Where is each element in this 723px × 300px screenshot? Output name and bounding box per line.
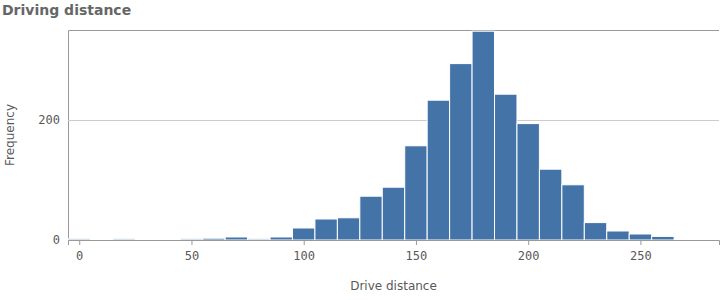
bar <box>113 239 135 240</box>
x-tick: 150 <box>406 240 428 263</box>
y-axis-title: Frequency <box>3 104 17 166</box>
bar <box>203 238 225 240</box>
bar <box>180 239 202 240</box>
bar <box>472 31 494 240</box>
y-tick-label: 200 <box>38 113 60 127</box>
bar <box>90 239 112 240</box>
bar <box>495 94 517 240</box>
bar <box>382 187 404 240</box>
y-tick: 200 <box>38 113 719 127</box>
x-tick-label: 0 <box>76 249 83 263</box>
bar <box>607 231 629 240</box>
x-tick-label: 50 <box>185 249 199 263</box>
x-tick-mark <box>416 240 417 245</box>
y-axis: 0 200 <box>38 31 719 248</box>
bar <box>337 218 359 240</box>
x-axis-title: Drive distance <box>350 279 437 293</box>
y-grid-line <box>68 120 719 121</box>
x-tick-label: 250 <box>630 249 652 263</box>
x-tick: 200 <box>518 240 540 263</box>
x-tick-label: 200 <box>518 249 540 263</box>
x-tick-label: 150 <box>406 249 428 263</box>
x-tick: 250 <box>630 240 652 263</box>
bar <box>584 223 606 240</box>
bar <box>225 237 247 240</box>
x-tick-mark <box>640 240 641 245</box>
x-tick-mark <box>79 240 80 245</box>
x-tick: 50 <box>185 240 199 263</box>
x-tick: 0 <box>76 240 83 263</box>
x-axis-line <box>69 241 720 246</box>
bar <box>539 169 561 240</box>
bar <box>270 237 292 240</box>
bar <box>517 124 539 240</box>
bar <box>652 236 674 240</box>
bar <box>135 239 157 240</box>
bar <box>158 239 180 240</box>
x-tick-mark <box>304 240 305 245</box>
bar <box>405 146 427 240</box>
bars <box>68 31 674 240</box>
bar <box>450 64 472 240</box>
x-tick-label: 100 <box>293 249 315 263</box>
title: Driving distance <box>2 2 131 18</box>
y-tick-label: 0 <box>53 233 60 247</box>
bar <box>629 234 651 240</box>
x-tick: 100 <box>293 240 315 263</box>
bar <box>248 239 270 240</box>
bar <box>562 185 584 240</box>
plot: 0 200 0 50 100 150 200 250 <box>38 31 719 263</box>
bar <box>427 100 449 240</box>
bar <box>360 196 382 240</box>
bar <box>315 219 337 240</box>
bar <box>292 228 314 240</box>
x-tick-mark <box>191 240 192 245</box>
y-axis-line <box>69 31 720 241</box>
x-tick-mark <box>528 240 529 245</box>
chart: 0 200 0 50 100 150 200 250 Driving distance Drive… <box>0 0 723 300</box>
x-axis: 0 50 100 150 200 250 <box>69 240 720 263</box>
bar <box>68 239 90 240</box>
